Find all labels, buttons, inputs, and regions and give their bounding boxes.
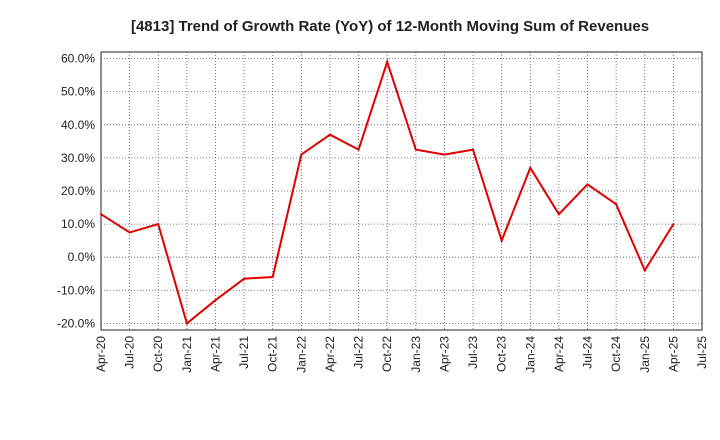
x-tick-label: Apr-23: [437, 336, 451, 372]
x-tick-label: Jan-25: [638, 336, 652, 373]
x-tick-label: Oct-24: [609, 336, 623, 372]
x-tick-label: Apr-21: [208, 336, 222, 372]
y-tick-label: 30.0%: [61, 151, 95, 165]
data-point: [128, 231, 131, 234]
x-tick-label: Oct-22: [380, 336, 394, 372]
data-point: [157, 223, 160, 226]
y-tick-label: -10.0%: [57, 283, 95, 297]
x-tick-label: Apr-22: [323, 336, 337, 372]
x-tick-label: Jan-21: [180, 336, 194, 373]
data-point: [615, 203, 618, 206]
x-tick-label: Apr-25: [666, 336, 680, 372]
data-point: [214, 299, 217, 302]
y-tick-label: 40.0%: [61, 118, 95, 132]
x-tick-label: Apr-24: [552, 336, 566, 372]
y-tick-label: -20.0%: [57, 316, 95, 330]
y-tick-label: 50.0%: [61, 85, 95, 99]
x-tick-label: Jan-24: [523, 336, 537, 373]
x-tick-label: Jan-22: [294, 336, 308, 373]
x-tick-label: Jul-25: [695, 336, 709, 369]
x-tick-label: Oct-21: [266, 336, 280, 372]
data-point: [185, 322, 188, 325]
y-tick-label: 0.0%: [68, 250, 96, 264]
data-point: [586, 183, 589, 186]
y-tick-label: 10.0%: [61, 217, 95, 231]
x-tick-label: Oct-20: [151, 336, 165, 372]
data-point: [472, 148, 475, 151]
chart-title: [4813] Trend of Growth Rate (YoY) of 12-…: [131, 18, 649, 35]
x-tick-label: Jul-21: [237, 336, 251, 369]
data-point: [328, 133, 331, 136]
x-tick-label: Oct-23: [495, 336, 509, 372]
data-point: [529, 166, 532, 169]
y-tick-label: 20.0%: [61, 184, 95, 198]
data-point: [414, 148, 417, 151]
data-point: [386, 60, 389, 63]
data-point: [557, 213, 560, 216]
data-point: [500, 239, 503, 242]
x-tick-label: Apr-20: [94, 336, 108, 372]
x-tick-label: Jul-20: [123, 336, 137, 369]
data-point: [643, 269, 646, 272]
x-tick-label: Jul-24: [581, 336, 595, 369]
x-tick-label: Jul-22: [352, 336, 366, 369]
data-point: [672, 223, 675, 226]
data-point: [100, 213, 102, 216]
x-tick-label: Jul-23: [466, 336, 480, 369]
data-point: [443, 153, 446, 156]
data-point: [300, 153, 303, 156]
x-tick-label: Jan-23: [409, 336, 423, 373]
data-point: [243, 277, 246, 280]
plot-area: Apr-20 Jul-20 Oct-20 Jan-21 Apr-21 Jul-21 Oct-…: [57, 51, 709, 373]
data-point: [357, 148, 360, 151]
data-point: [271, 276, 274, 279]
y-tick-label: 60.0%: [61, 52, 95, 66]
